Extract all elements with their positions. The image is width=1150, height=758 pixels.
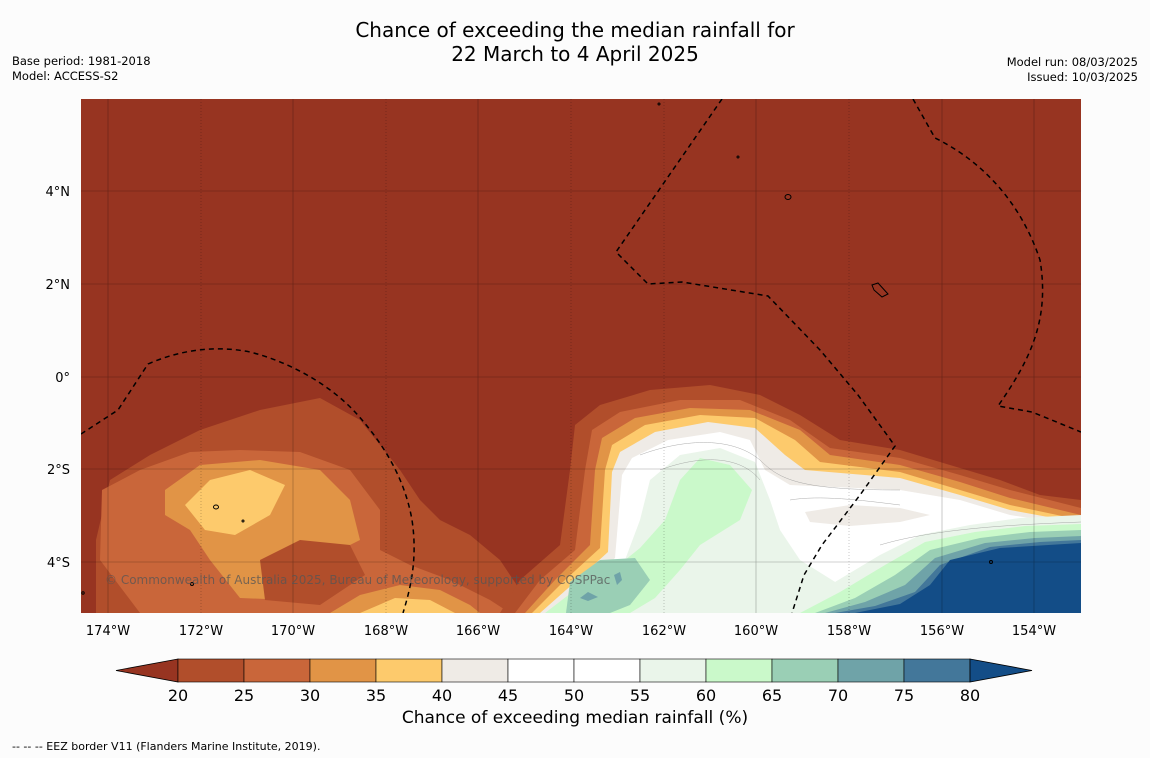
islands [81, 102, 993, 595]
colorbar-tick-label: 65 [762, 686, 782, 705]
colorbar-tick-label: 55 [630, 686, 650, 705]
x-tick-label: 166°W [456, 624, 500, 639]
colorbar-extend-low [115, 658, 179, 683]
colorbar-tick-label: 60 [696, 686, 716, 705]
colorbar-segment [771, 658, 839, 683]
colorbar-extend-high [969, 658, 1033, 683]
copyright-text: © Commonwealth of Australia 2025, Bureau… [105, 573, 610, 587]
title-line-1: Chance of exceeding the median rainfall … [355, 18, 795, 42]
x-tick-label: 154°W [1012, 624, 1056, 639]
colorbar-tick-label: 30 [300, 686, 320, 705]
colorbar-segment [573, 658, 641, 683]
contour-west-inner-20-25 [260, 540, 365, 605]
colorbar-tick-label: 25 [234, 686, 254, 705]
x-tick-label: 160°W [734, 624, 778, 639]
y-tick-label: 0° [55, 371, 70, 386]
colorbar-segment [441, 658, 509, 683]
meta-right: Model run: 08/03/2025 Issued: 10/03/2025 [1007, 55, 1138, 85]
colorbar-segment [177, 658, 245, 683]
x-tick-label: 162°W [642, 624, 686, 639]
colorbar-segment [837, 658, 905, 683]
contour-east-40-45-band [805, 505, 930, 526]
title-line-2: 22 March to 4 April 2025 [451, 42, 699, 66]
x-tick-label: 170°W [271, 624, 315, 639]
model-name: Model: ACCESS-S2 [12, 69, 119, 83]
x-tick-label: 174°W [86, 624, 130, 639]
colorbar-tick-label: 40 [432, 686, 452, 705]
colorbar-tick-label: 50 [564, 686, 584, 705]
contour-east-70-75-spot-a [580, 592, 598, 601]
y-tick-label: 2°S [47, 463, 70, 478]
colorbar: 20 25 30 35 40 45 50 55 60 65 70 75 80 [115, 658, 1033, 705]
eez-borders [81, 99, 1081, 613]
y-tick-label: 4°N [46, 185, 71, 200]
contour-east-70-75-spot-b [614, 572, 622, 585]
y-axis: 4°N 2°N 0° 2°S 4°S [46, 185, 71, 571]
colorbar-segment [639, 658, 707, 683]
colorbar-segment [309, 658, 377, 683]
contour-lines [639, 442, 1081, 546]
colorbar-segment [705, 658, 773, 683]
contour-se-80-plus [855, 543, 1081, 613]
y-tick-label: 4°S [47, 556, 70, 571]
eez-border-central [615, 99, 896, 613]
eez-legend: -- -- -- EEZ border V11 (Flanders Marine… [12, 740, 321, 753]
meta-left: Base period: 1981-2018 Model: ACCESS-S2 [12, 54, 151, 84]
x-axis: 174°W 172°W 170°W 168°W 166°W 164°W 162°… [86, 624, 1056, 639]
colorbar-segment [243, 658, 311, 683]
colorbar-segment [903, 658, 971, 683]
map-panel: © Commonwealth of Australia 2025, Bureau… [81, 99, 1081, 613]
colorbar-tick-label: 45 [498, 686, 518, 705]
eez-border-west [81, 348, 415, 613]
x-tick-label: 168°W [364, 624, 408, 639]
x-tick-label: 164°W [549, 624, 593, 639]
colorbar-tick-label: 80 [960, 686, 980, 705]
colorbar-tick-label: 75 [894, 686, 914, 705]
colorbar-tick-label: 35 [366, 686, 386, 705]
colorbar-tick-label: 20 [168, 686, 188, 705]
x-tick-label: 172°W [179, 624, 223, 639]
contour-west-35-40 [185, 470, 285, 535]
colorbar-title: Chance of exceeding median rainfall (%) [401, 708, 749, 728]
y-tick-label: 2°N [46, 278, 71, 293]
x-tick-label: 158°W [827, 624, 871, 639]
eez-border-east [912, 99, 1081, 433]
model-run: Model run: 08/03/2025 [1006, 55, 1138, 69]
contour-south-35-40 [360, 598, 455, 613]
base-period: Base period: 1981-2018 [12, 54, 151, 68]
x-tick-label: 156°W [920, 624, 964, 639]
gridlines [81, 99, 1081, 613]
issued-date: Issued: 10/03/2025 [1027, 70, 1138, 84]
contour-east-60-65 [545, 458, 752, 613]
colorbar-segment [507, 658, 575, 683]
colorbar-segment [375, 658, 443, 683]
map-title: Chance of exceeding the median rainfall … [0, 18, 1150, 66]
colorbar-tick-label: 70 [828, 686, 848, 705]
